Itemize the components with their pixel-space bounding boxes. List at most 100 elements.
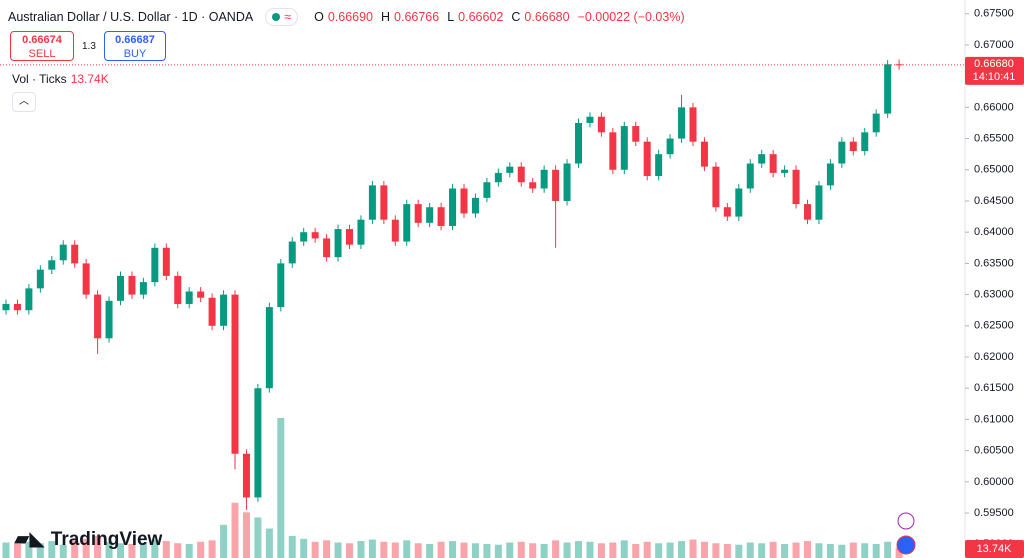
volume-bar — [620, 540, 628, 558]
candle-body — [700, 141, 708, 167]
spread: 1.3 — [82, 41, 96, 52]
volume-bar — [139, 542, 147, 558]
candle-body — [105, 300, 113, 339]
alert-icon — [897, 512, 915, 530]
y-tick-label: 0.61000 — [974, 413, 1014, 425]
y-tick-label: 0.60000 — [974, 476, 1014, 488]
collapse-button[interactable]: ︿ — [12, 92, 36, 112]
volume-bar — [25, 541, 33, 558]
candle-body — [494, 172, 502, 183]
volume-bar — [357, 541, 365, 558]
candle-body — [380, 185, 388, 220]
volume-bar — [804, 541, 811, 558]
volume-bar — [48, 541, 56, 558]
candle-body — [185, 291, 193, 304]
volume-bar — [735, 544, 743, 558]
candle-body — [575, 122, 582, 164]
candle-body — [483, 182, 491, 198]
volume-bar — [13, 544, 21, 558]
candle-body — [174, 275, 182, 304]
high-value: 0.66766 — [394, 10, 440, 24]
volume-bar — [288, 535, 296, 558]
candle-body — [357, 219, 365, 245]
y-tick-label: 0.59500 — [974, 507, 1014, 519]
candle-body — [666, 138, 674, 155]
candle-body — [128, 275, 136, 295]
candle-body — [208, 297, 216, 326]
volume-bar — [185, 544, 193, 558]
candle-body — [346, 229, 353, 245]
candle-body — [563, 163, 571, 201]
candle-body — [197, 291, 205, 298]
volume-bar — [769, 541, 777, 558]
flag-icon — [896, 535, 916, 555]
volume-title: Vol · Ticks — [12, 72, 67, 86]
volume-bar — [414, 543, 422, 558]
candle-body — [471, 197, 479, 214]
candle-body — [529, 182, 537, 189]
volume-bar — [242, 512, 250, 558]
candle-body — [25, 288, 33, 311]
candle-body — [552, 169, 560, 201]
volume-bar — [471, 543, 479, 558]
candle-body — [82, 263, 90, 295]
candle-body — [288, 241, 296, 264]
countdown: 14:10:41 — [973, 71, 1016, 83]
y-tick-label: 0.65500 — [974, 132, 1014, 144]
volume-bar — [838, 544, 846, 558]
candle-body — [2, 303, 10, 311]
volume-bar — [597, 543, 605, 558]
candle-body — [792, 169, 800, 205]
y-tick-label: 0.67500 — [974, 8, 1014, 20]
y-tick-label: 0.64500 — [974, 195, 1014, 207]
volume-bar — [128, 544, 136, 558]
volume-axis-box — [965, 540, 1024, 558]
volume-bar — [368, 539, 376, 558]
volume-bar — [815, 543, 823, 558]
candle-body — [334, 229, 342, 258]
volume-bar — [632, 544, 640, 558]
candle-body — [643, 141, 651, 177]
volume-bar — [758, 543, 766, 558]
change: −0.00022 (−0.03%) — [577, 10, 685, 24]
volume-bar — [346, 543, 353, 558]
status-pill[interactable]: ≈ — [265, 8, 299, 26]
candle-body — [368, 185, 376, 220]
volume-bar — [105, 541, 113, 558]
volume-bar — [678, 541, 686, 558]
candle-body — [437, 207, 445, 226]
candle-body — [609, 132, 617, 170]
volume-bar — [254, 517, 262, 558]
volume-bar — [517, 541, 525, 558]
volume-bar — [403, 540, 411, 558]
volume-axis-label: 13.74K — [977, 543, 1013, 555]
candle-body — [540, 169, 548, 189]
volume-bar — [265, 528, 273, 558]
buy-button[interactable]: 0.66687 BUY — [104, 31, 166, 61]
candle-body — [884, 64, 892, 114]
volume-bar — [506, 542, 514, 558]
volume-bar — [391, 542, 399, 558]
last-price-label: 0.66680 — [974, 58, 1014, 70]
candle-body — [71, 244, 79, 264]
volume-bar — [895, 547, 903, 558]
candle-body — [689, 107, 697, 142]
volume-bar — [277, 418, 285, 558]
volume-legend: Vol · Ticks 13.74K — [12, 72, 109, 86]
volume-bar — [563, 542, 571, 558]
volume-bar — [483, 544, 491, 558]
open-label: O — [314, 10, 324, 24]
y-tick-label: 0.63500 — [974, 257, 1014, 269]
volume-bar — [575, 541, 582, 558]
candle-body — [117, 275, 124, 301]
high-label: H — [381, 10, 391, 24]
candle-body — [838, 141, 846, 164]
symbol-title: Australian Dollar / U.S. Dollar · 1D · O… — [8, 10, 254, 24]
close-label: C — [511, 10, 521, 24]
candle-body — [758, 154, 766, 164]
y-tick-label: 0.67000 — [974, 39, 1014, 51]
volume-bar — [643, 541, 651, 558]
sell-button[interactable]: 0.66674 SELL — [10, 31, 74, 61]
